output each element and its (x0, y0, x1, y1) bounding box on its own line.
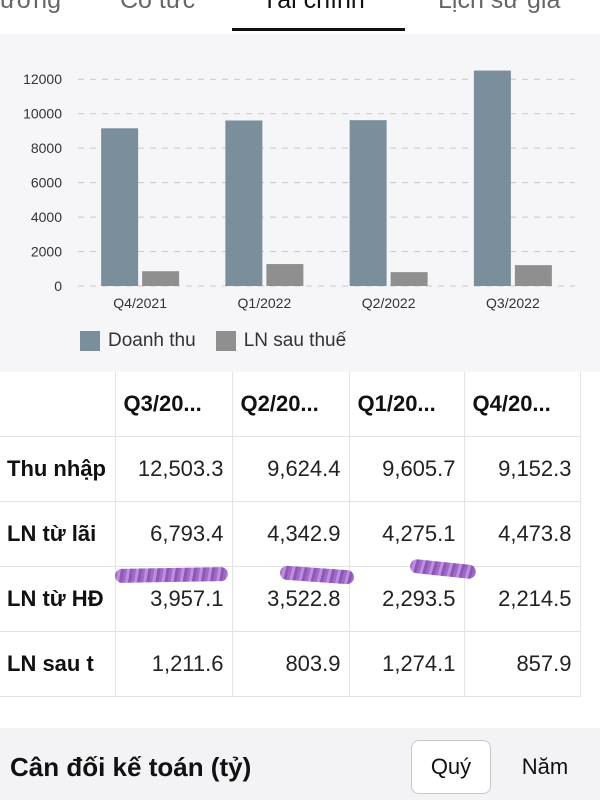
legend-label-ln-sau-thue: LN sau thuế (243, 330, 347, 351)
financial-table-container: Q3/20... Q2/20... Q1/20... Q4/20... Thu … (0, 372, 600, 702)
table-cell: 2,214.5 (463, 566, 581, 632)
row-label: Thu nhập (0, 436, 116, 502)
financial-table: Q3/20... Q2/20... Q1/20... Q4/20... Thu … (0, 372, 581, 697)
table-cell: 9,152.3 (463, 436, 581, 502)
active-tab-indicator (232, 28, 405, 31)
table-cell: 4,473.8 (463, 501, 581, 567)
y-tick-label: 2000 (31, 244, 62, 260)
table-row: Thu nhập 12,503.3 9,624.4 9,605.7 9,152.… (0, 436, 581, 502)
tab-bar: Dương Cổ tức Tài chính Lịch sử giá (0, 0, 600, 32)
tab-co-tuc[interactable]: Cổ tức (120, 0, 196, 14)
bar-doanh-thu (225, 120, 263, 287)
y-tick-label: 12000 (23, 71, 62, 87)
x-tick-label: Q4/2021 (113, 295, 167, 311)
bar-doanh-thu (473, 70, 511, 286)
table-row: LN sau t 1,211.6 803.9 1,274.1 857.9 (0, 631, 581, 697)
bar-chart: 0 2000 4000 6000 8000 10000 12000 Q4/2021 Q1/202… (23, 70, 575, 311)
y-tick-label: 4000 (31, 209, 62, 225)
table-row: LN từ lãi 6,793.4 4,342.9 4,275.1 4,473.… (0, 501, 581, 567)
bar-ln-sau-thue (142, 271, 180, 286)
x-tick-label: Q1/2022 (238, 295, 292, 311)
table-corner (0, 372, 116, 437)
row-label: LN từ lãi (0, 501, 116, 567)
column-header[interactable]: Q2/20... (231, 372, 350, 437)
table-cell: 9,605.7 (348, 436, 465, 502)
legend-swatch-doanh-thu (80, 331, 100, 351)
y-tick-label: 10000 (23, 106, 62, 122)
section-title: Cân đối kế toán (tỷ) (10, 752, 252, 782)
tab-lich-su-gia[interactable]: Lịch sử giá (438, 0, 561, 14)
y-tick-label: 8000 (31, 140, 62, 156)
table-row: LN từ HĐ 3,957.1 3,522.8 2,293.5 2,214.5 (0, 566, 581, 632)
table-cell: 12,503.3 (114, 436, 233, 502)
table-cell: 857.9 (463, 631, 581, 697)
column-header[interactable]: Q4/20... (463, 372, 581, 437)
table-cell: 4,342.9 (231, 501, 350, 567)
x-tick-label: Q3/2022 (486, 295, 540, 311)
balance-sheet-header: Cân đối kế toán (tỷ) Quý Năm (0, 728, 600, 800)
table-cell: 1,211.6 (114, 631, 233, 697)
scribble-mark (114, 567, 229, 583)
chart-legend: Doanh thu LN sau thuế (80, 327, 356, 355)
x-tick-label: Q2/2022 (362, 295, 416, 311)
table-cell: 6,793.4 (114, 501, 233, 567)
table-header-row: Q3/20... Q2/20... Q1/20... Q4/20... (0, 372, 581, 437)
y-tick-label: 6000 (31, 175, 62, 191)
y-tick-label: 0 (54, 278, 62, 294)
legend-swatch-ln-sau-thue (215, 331, 236, 351)
bar-doanh-thu (101, 128, 139, 286)
legend-item-ln-sau-thue[interactable]: LN sau thuế (215, 330, 347, 352)
bar-ln-sau-thue (514, 265, 552, 286)
chart-panel: 0 2000 4000 6000 8000 10000 12000 Q4/2021 Q1/202… (0, 34, 600, 372)
table-cell: 1,274.1 (348, 631, 465, 697)
quarter-toggle-button[interactable]: Quý (411, 740, 491, 794)
table-cell: 9,624.4 (231, 436, 350, 502)
table-cell: 2,293.5 (348, 566, 465, 632)
legend-label-doanh-thu: Doanh thu (108, 330, 196, 351)
column-header[interactable]: Q1/20... (348, 372, 465, 437)
tab-tai-chinh[interactable]: Tài chính (262, 0, 365, 14)
tab-duong[interactable]: Dương (0, 0, 61, 14)
bar-ln-sau-thue (266, 264, 304, 286)
bar-ln-sau-thue (390, 272, 428, 286)
column-header[interactable]: Q3/20... (114, 372, 233, 437)
table-cell: 803.9 (231, 631, 350, 697)
row-label: LN sau t (0, 631, 116, 697)
legend-item-doanh-thu[interactable]: Doanh thu (80, 330, 196, 352)
row-label: LN từ HĐ (0, 566, 116, 632)
table-cell: 4,275.1 (348, 501, 465, 567)
bar-doanh-thu (349, 120, 387, 286)
year-toggle-button[interactable]: Năm (521, 754, 569, 779)
